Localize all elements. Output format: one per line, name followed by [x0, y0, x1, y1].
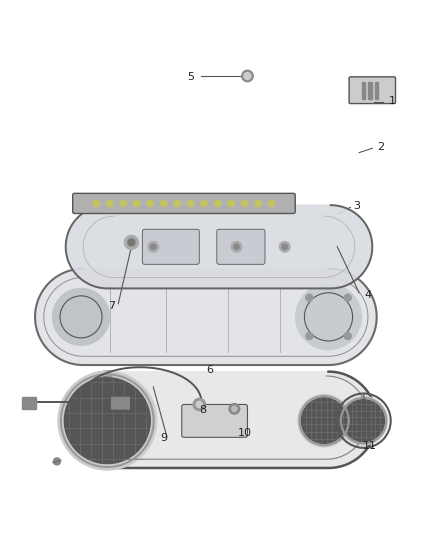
Circle shape — [279, 241, 290, 252]
FancyBboxPatch shape — [182, 405, 247, 437]
Circle shape — [306, 333, 313, 340]
Ellipse shape — [339, 397, 388, 445]
Text: 8: 8 — [199, 405, 206, 415]
Circle shape — [148, 241, 159, 252]
Circle shape — [242, 70, 253, 82]
FancyBboxPatch shape — [349, 77, 396, 103]
Circle shape — [228, 200, 234, 206]
Circle shape — [306, 294, 313, 301]
FancyBboxPatch shape — [142, 229, 199, 264]
Circle shape — [193, 398, 205, 410]
Ellipse shape — [64, 378, 150, 464]
Text: 4: 4 — [364, 290, 371, 300]
Text: 10: 10 — [238, 428, 252, 438]
Circle shape — [215, 200, 221, 206]
Text: 2: 2 — [378, 142, 385, 152]
Bar — [368, 82, 372, 99]
Circle shape — [234, 244, 239, 249]
Circle shape — [128, 239, 135, 246]
Circle shape — [229, 403, 240, 414]
Circle shape — [282, 244, 287, 249]
Circle shape — [241, 200, 247, 206]
Text: 11: 11 — [363, 441, 377, 451]
Circle shape — [201, 200, 207, 206]
Text: 5: 5 — [187, 72, 194, 82]
FancyBboxPatch shape — [110, 396, 131, 410]
Circle shape — [151, 244, 156, 249]
Text: 1: 1 — [389, 96, 396, 106]
Polygon shape — [66, 205, 372, 288]
Circle shape — [53, 458, 60, 465]
Circle shape — [196, 401, 202, 408]
Text: 6: 6 — [207, 365, 214, 375]
Circle shape — [187, 200, 194, 206]
Ellipse shape — [343, 400, 385, 442]
Polygon shape — [61, 372, 377, 468]
Circle shape — [107, 200, 113, 206]
Circle shape — [268, 200, 275, 206]
Text: 9: 9 — [161, 433, 168, 443]
Circle shape — [134, 200, 140, 206]
Bar — [375, 82, 378, 99]
Circle shape — [255, 200, 261, 206]
Polygon shape — [35, 269, 377, 365]
Circle shape — [161, 200, 167, 206]
FancyBboxPatch shape — [73, 193, 295, 214]
Circle shape — [296, 284, 361, 350]
Circle shape — [344, 294, 351, 301]
Bar — [362, 82, 365, 99]
Circle shape — [124, 236, 138, 249]
Circle shape — [174, 200, 180, 206]
Ellipse shape — [298, 394, 350, 447]
Circle shape — [244, 72, 251, 79]
Circle shape — [120, 200, 127, 206]
FancyBboxPatch shape — [217, 229, 265, 264]
Circle shape — [232, 406, 237, 411]
Ellipse shape — [58, 372, 157, 470]
Circle shape — [344, 333, 351, 340]
Text: 3: 3 — [353, 201, 360, 211]
Circle shape — [231, 241, 242, 252]
Circle shape — [147, 200, 153, 206]
Bar — [22, 397, 36, 409]
Circle shape — [53, 288, 110, 345]
Circle shape — [93, 200, 99, 206]
Text: 7: 7 — [108, 301, 115, 311]
Ellipse shape — [301, 398, 347, 443]
